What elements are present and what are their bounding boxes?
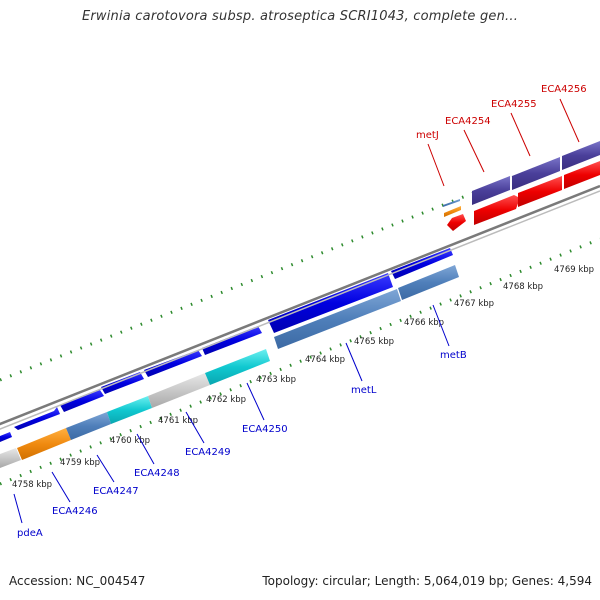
cog-steel-2: [274, 289, 401, 349]
forward-leader-line-4: [185, 411, 205, 444]
gene-label-ECA4248[interactable]: ECA4248: [134, 468, 180, 479]
gene-blue-c[interactable]: [60, 390, 104, 412]
cog-steel-3: [398, 265, 459, 300]
gene-red-2[interactable]: [474, 195, 520, 225]
gene-label-ECA4255[interactable]: ECA4255: [491, 99, 537, 110]
forward-leader-line-5: [246, 382, 265, 421]
genome-summary: Topology: circular; Length: 5,064,019 bp…: [262, 574, 592, 588]
gene-label-ECA4254[interactable]: ECA4254: [445, 116, 491, 127]
gene-label-metJ[interactable]: metJ: [416, 130, 439, 141]
gene-red-4[interactable]: [564, 161, 600, 189]
forward-leader-line-2: [96, 454, 115, 483]
cog-band: [0, 265, 459, 468]
gene-ECA4254[interactable]: [472, 176, 510, 205]
forward-leader-line-0: [13, 493, 23, 524]
gene-ECA4255[interactable]: [512, 157, 560, 190]
gene-blue-g[interactable]: [268, 273, 393, 333]
tick-label-4762: 4762 kbp: [206, 395, 246, 405]
map-title: Erwinia carotovora subsp. atroseptica SC…: [81, 9, 519, 24]
gene-label-ECA4250[interactable]: ECA4250: [242, 424, 288, 435]
accession-text: Accession: NC_004547: [9, 574, 146, 588]
reverse-leader-line-3: [559, 98, 580, 143]
cog-cyan-1: [107, 396, 152, 424]
gene-label-metB[interactable]: metB: [440, 350, 467, 361]
gene-metJ-minus: [444, 206, 461, 217]
tick-label-4765: 4765 kbp: [354, 337, 394, 347]
forward-leader-line-7: [432, 304, 450, 347]
reverse-strand-track: [443, 141, 600, 231]
gene-metJ[interactable]: [443, 199, 460, 207]
inner-tick-ring: [0, 237, 600, 486]
cog-gray-1: [0, 448, 21, 468]
cog-orange: [17, 428, 71, 460]
gene-blue-e[interactable]: [144, 350, 202, 377]
backbone: [0, 184, 600, 430]
reverse-leader-line-1: [463, 129, 485, 173]
tick-label-4764: 4764 kbp: [305, 355, 345, 365]
gene-blue-a[interactable]: [0, 432, 12, 442]
gene-blue-f[interactable]: [202, 326, 262, 355]
gene-label-pdeA[interactable]: pdeA: [17, 528, 43, 539]
cog-cyan-2: [205, 349, 270, 385]
tick-label-4768: 4768 kbp: [503, 282, 543, 292]
tick-label-4763: 4763 kbp: [256, 375, 296, 385]
reverse-leader-line-0: [427, 143, 445, 187]
forward-leader-line-1: [51, 471, 71, 503]
cog-steel-1: [66, 412, 111, 440]
gene-label-ECA4246[interactable]: ECA4246: [52, 506, 98, 517]
gene-red-1[interactable]: [447, 214, 466, 231]
outer-tick-ring: [0, 141, 600, 382]
tick-label-4760: 4760 kbp: [110, 436, 150, 446]
tick-label-4761: 4761 kbp: [158, 416, 198, 426]
gene-blue-b[interactable]: [14, 407, 60, 430]
gene-red-3[interactable]: [518, 176, 562, 207]
gene-label-ECA4249[interactable]: ECA4249: [185, 447, 231, 458]
gene-label-metL[interactable]: metL: [351, 385, 377, 396]
gene-ECA4256[interactable]: [562, 141, 600, 170]
tick-label-4758: 4758 kbp: [12, 480, 52, 490]
tick-label-4766: 4766 kbp: [404, 318, 444, 328]
forward-leader-line-6: [345, 342, 363, 382]
gene-labels: pdeA ECA4246 ECA4247 ECA4248 ECA4249 ECA4250 m…: [13, 84, 587, 539]
forward-leader-line-3: [136, 433, 155, 465]
gene-label-ECA4247[interactable]: ECA4247: [93, 486, 139, 497]
gene-blue-d[interactable]: [101, 372, 144, 394]
tick-label-4769: 4769 kbp: [554, 265, 594, 275]
cog-gray-2: [148, 373, 210, 408]
tick-labels: 4758 kbp 4759 kbp 4760 kbp 4761 kbp 4762 kbp…: [12, 265, 594, 490]
tick-label-4767: 4767 kbp: [454, 299, 494, 309]
gene-label-ECA4256[interactable]: ECA4256: [541, 84, 587, 95]
tick-label-4759: 4759 kbp: [60, 458, 100, 468]
reverse-leader-line-2: [510, 112, 531, 157]
